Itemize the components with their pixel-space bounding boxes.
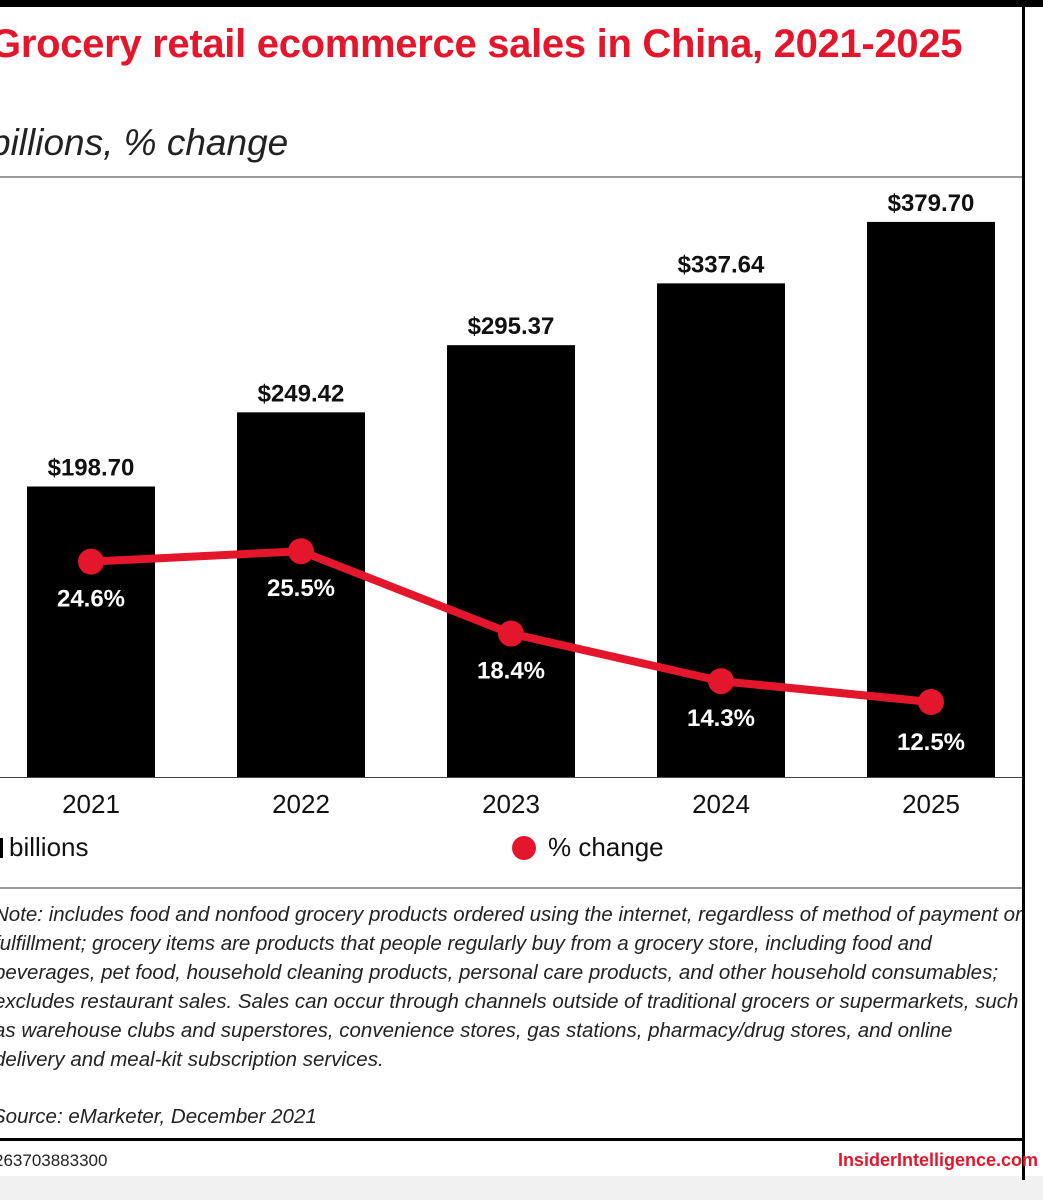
- bar-2023: [447, 345, 575, 777]
- line-point-2021: [78, 548, 104, 575]
- legend-label-percent-change: % change: [548, 832, 664, 862]
- brand-link[interactable]: InsiderIntelligence.com: [837, 1150, 1038, 1170]
- note-divider: [0, 887, 1022, 889]
- line-value-label-2023: 18.4%: [477, 658, 545, 685]
- line-value-label-2021: 24.6%: [57, 586, 125, 613]
- line-value-label-2025: 12.5%: [897, 729, 965, 756]
- legend-bar-swatch: [0, 838, 3, 858]
- x-tick-label-2022: 2022: [272, 789, 330, 819]
- line-point-2022: [288, 538, 314, 565]
- line-point-2024: [708, 668, 734, 695]
- legend-item-billions: billions: [0, 832, 89, 863]
- chart-note: Note: includes food and nonfood grocery …: [0, 903, 1022, 1071]
- bar-value-label-2025: $379.70: [888, 190, 975, 217]
- bar-line-chart: $198.70 2021 $249.42 2022 $295.37 2023 $337.64…: [0, 190, 1022, 819]
- line-value-label-2022: 25.5%: [267, 575, 335, 602]
- line-value-label-2024: 14.3%: [687, 705, 755, 732]
- header-divider: [0, 176, 1022, 178]
- x-tick-label-2025: 2025: [902, 789, 960, 819]
- bar-2021: [27, 486, 155, 777]
- bar-value-label-2022: $249.42: [258, 380, 345, 407]
- bar-value-label-2024: $337.64: [678, 251, 765, 278]
- chart-source: Source: eMarketer, December 2021: [0, 1105, 317, 1128]
- bar-2025: [867, 221, 995, 777]
- footer-divider: [0, 1138, 1022, 1141]
- x-tick-label-2024: 2024: [692, 789, 750, 819]
- right-border: [1022, 0, 1025, 1180]
- chart-id: 263703883300: [0, 1151, 108, 1170]
- top-border: [0, 0, 1043, 7]
- x-tick-label-2023: 2023: [482, 789, 540, 819]
- bar-2024: [657, 283, 785, 777]
- chart-subtitle: billions, % change: [0, 122, 289, 163]
- bar-value-label-2021: $198.70: [48, 455, 135, 482]
- x-tick-label-2021: 2021: [62, 789, 120, 819]
- bar-value-label-2023: $295.37: [468, 313, 555, 340]
- bar-2022: [237, 412, 365, 777]
- chart-title: Grocery retail ecommerce sales in China,…: [0, 22, 963, 66]
- legend-label-billions: billions: [9, 832, 89, 862]
- legend-dot-swatch: [512, 836, 536, 860]
- line-point-2023: [498, 620, 524, 647]
- legend-item-percent-change: % change: [512, 832, 664, 863]
- line-point-2025: [918, 689, 944, 715]
